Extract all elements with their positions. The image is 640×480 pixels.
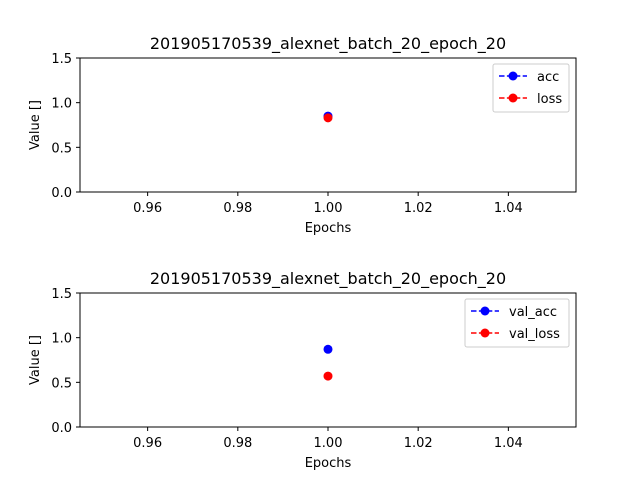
x-tick-label: 0.98 [223, 436, 252, 451]
chart-title: 201905170539_alexnet_batch_20_epoch_20 [150, 269, 506, 289]
y-tick-label: 1.0 [51, 97, 72, 112]
legend-marker-val_acc [480, 306, 490, 316]
legend-label-acc: acc [537, 70, 559, 85]
legend-marker-acc [508, 71, 518, 81]
legend-label-val_acc: val_acc [509, 305, 557, 320]
y-axis-label: Value [] [28, 335, 43, 385]
legend-marker-loss [508, 93, 518, 103]
chart-title: 201905170539_alexnet_batch_20_epoch_20 [150, 34, 506, 54]
subplot-1: 201905170539_alexnet_batch_20_epoch_20 0.… [28, 34, 577, 236]
x-axis-label: Epochs [305, 456, 352, 471]
data-point-val_loss [323, 371, 333, 381]
x-tick-label: 1.04 [494, 201, 523, 216]
x-tick-label: 1.00 [314, 201, 343, 216]
x-tick-label: 1.02 [404, 436, 433, 451]
legend-label-val_loss: val_loss [509, 327, 560, 342]
data-point-val_acc [323, 344, 333, 354]
y-tick-label: 0.5 [51, 141, 72, 156]
legend-label-loss: loss [537, 92, 562, 107]
legend-marker-val_loss [480, 328, 490, 338]
x-tick-label: 0.98 [223, 201, 252, 216]
x-tick-label: 0.96 [133, 436, 162, 451]
x-axis-label: Epochs [305, 221, 352, 236]
y-tick-label: 0.5 [51, 376, 72, 391]
y-tick-label: 1.0 [51, 332, 72, 347]
y-tick-label: 0.0 [51, 421, 72, 436]
y-tick-label: 0.0 [51, 186, 72, 201]
x-tick-label: 1.04 [494, 436, 523, 451]
y-tick-label: 1.5 [51, 52, 72, 67]
x-tick-label: 1.02 [404, 201, 433, 216]
data-point-loss [323, 113, 333, 123]
x-tick-label: 1.00 [314, 436, 343, 451]
y-tick-label: 1.5 [51, 287, 72, 302]
x-tick-label: 0.96 [133, 201, 162, 216]
y-axis-label: Value [] [28, 100, 43, 150]
subplot-2: 201905170539_alexnet_batch_20_epoch_20 0.… [28, 269, 577, 471]
